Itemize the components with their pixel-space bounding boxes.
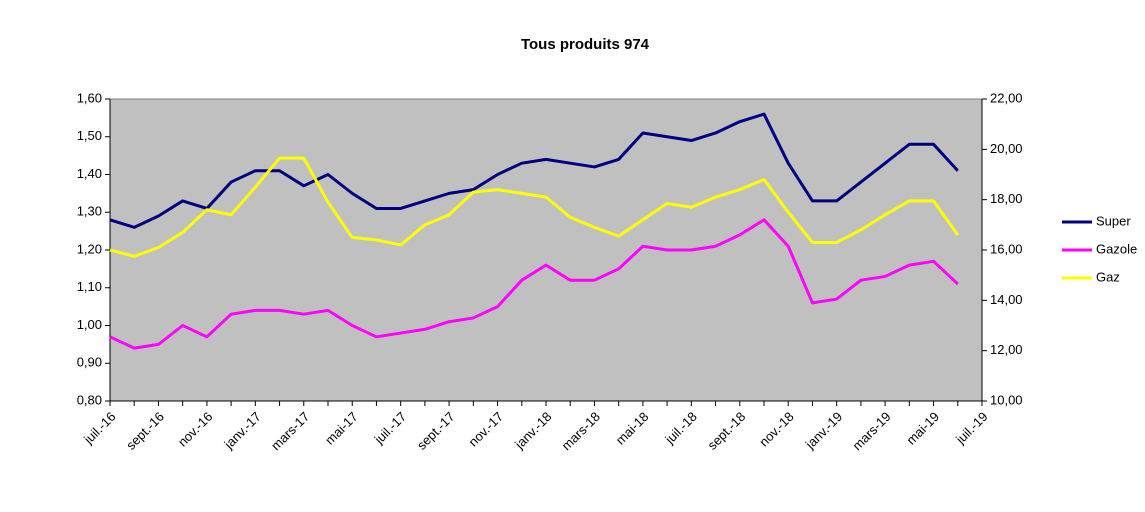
x-tick-label: juil.-17 bbox=[371, 409, 409, 447]
y-tick-label: 0,90 bbox=[77, 355, 102, 370]
x-tick-label: juil.-16 bbox=[80, 409, 118, 447]
x-tick-label: nov.-16 bbox=[175, 409, 216, 450]
x-tick-label: nov.-17 bbox=[466, 409, 507, 450]
x-tick-label: janv.-17 bbox=[221, 409, 264, 452]
chart-title: Tous produits 974 bbox=[521, 36, 650, 53]
y-tick-label: 1,50 bbox=[77, 128, 102, 143]
y-tick-label: 1,20 bbox=[77, 241, 102, 256]
y2-tick-label: 14,00 bbox=[990, 292, 1023, 307]
x-tick-label: sept.-16 bbox=[123, 409, 167, 453]
x-tick-label: sept.-18 bbox=[705, 409, 749, 453]
series-line bbox=[109, 156, 959, 258]
x-tick-label: mai-19 bbox=[903, 409, 942, 448]
x-tick-label: mars-17 bbox=[268, 409, 312, 453]
y-tick-label: 1,40 bbox=[77, 166, 102, 181]
y-tick-label: 0,80 bbox=[77, 392, 102, 407]
x-tick-label: mars-19 bbox=[849, 409, 893, 453]
legend-label: Gaz bbox=[1096, 269, 1120, 284]
x-tick-label: mai-17 bbox=[322, 409, 361, 448]
y2-tick-label: 22,00 bbox=[990, 90, 1023, 105]
y-tick-label: 1,00 bbox=[77, 317, 102, 332]
y2-tick-label: 16,00 bbox=[990, 241, 1023, 256]
y2-tick-label: 10,00 bbox=[990, 392, 1023, 407]
y-tick-label: 1,10 bbox=[77, 279, 102, 294]
y2-tick-label: 12,00 bbox=[990, 342, 1023, 357]
legend-label: Super bbox=[1096, 213, 1131, 228]
x-tick-label: sept.-17 bbox=[414, 409, 458, 453]
plot-area bbox=[109, 98, 983, 402]
series-line bbox=[109, 112, 959, 229]
x-tick-label: mai-18 bbox=[613, 409, 652, 448]
y2-tick-label: 20,00 bbox=[990, 141, 1023, 156]
x-tick-label: janv.-19 bbox=[802, 409, 845, 452]
x-tick-label: janv.-18 bbox=[511, 409, 554, 452]
x-tick-label: juil.-18 bbox=[661, 409, 699, 447]
x-tick-label: mars-18 bbox=[559, 409, 603, 453]
y2-tick-label: 18,00 bbox=[990, 191, 1023, 206]
x-tick-label: nov.-18 bbox=[756, 409, 797, 450]
series-line bbox=[109, 218, 959, 350]
y-tick-label: 1,30 bbox=[77, 204, 102, 219]
legend-label: Gazole bbox=[1096, 241, 1137, 256]
x-tick-label: juil.-19 bbox=[952, 409, 990, 447]
y-tick-label: 1,60 bbox=[77, 90, 102, 105]
